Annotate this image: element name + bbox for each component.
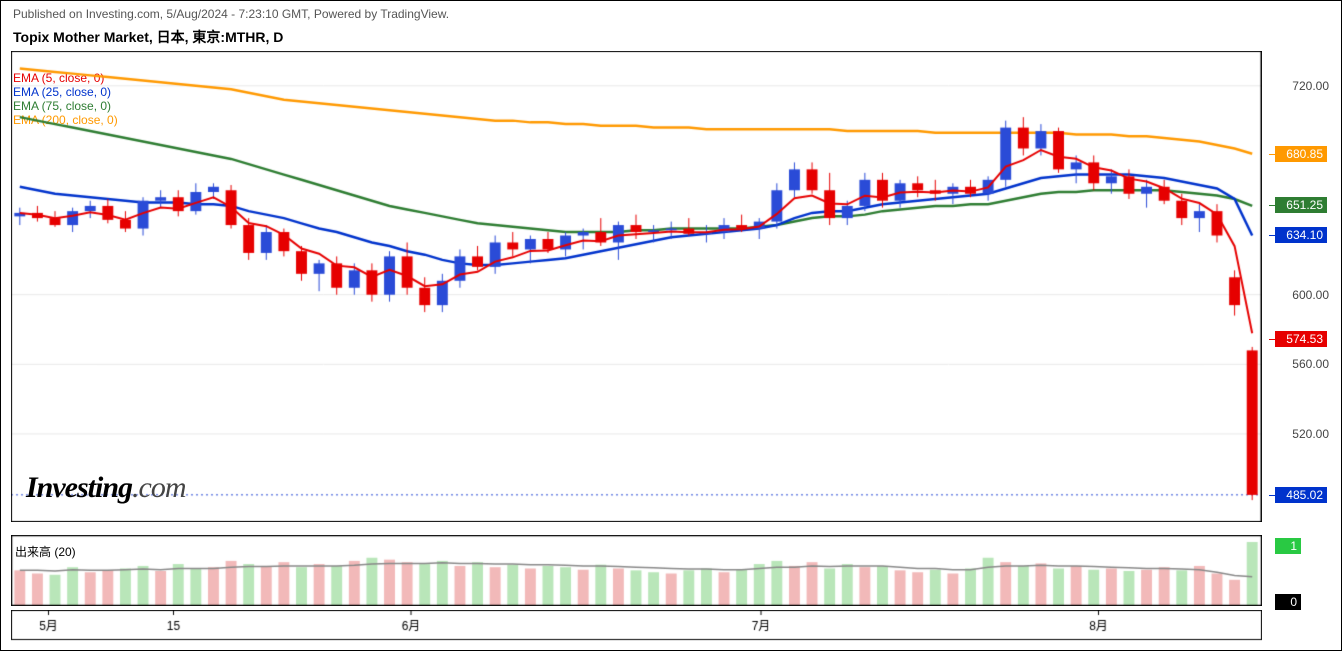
volume-chart[interactable] xyxy=(11,535,1262,606)
price-tag: 574.53 xyxy=(1275,331,1327,347)
y-axis-label: 520.00 xyxy=(1279,427,1329,441)
y-axis-label: 560.00 xyxy=(1279,357,1329,371)
price-tag: 680.85 xyxy=(1275,146,1327,162)
watermark-logo: Investing.com xyxy=(26,471,186,505)
price-tag: 485.02 xyxy=(1275,487,1327,503)
chart-title: Topix Mother Market, 日本, 東京:MTHR, D xyxy=(13,27,283,47)
volume-tag: 1 xyxy=(1275,538,1301,554)
y-axis-label: 720.00 xyxy=(1279,79,1329,93)
published-line: Published on Investing.com, 5/Aug/2024 -… xyxy=(13,7,449,21)
chart-container: Published on Investing.com, 5/Aug/2024 -… xyxy=(0,0,1342,651)
price-tag: 651.25 xyxy=(1275,197,1327,213)
x-axis xyxy=(11,610,1262,641)
volume-label: 出来高 (20) xyxy=(15,543,76,560)
price-chart[interactable] xyxy=(11,51,1262,522)
y-axis-label: 600.00 xyxy=(1279,288,1329,302)
volume-tag: 0 xyxy=(1275,594,1301,610)
price-tag: 634.10 xyxy=(1275,227,1327,243)
